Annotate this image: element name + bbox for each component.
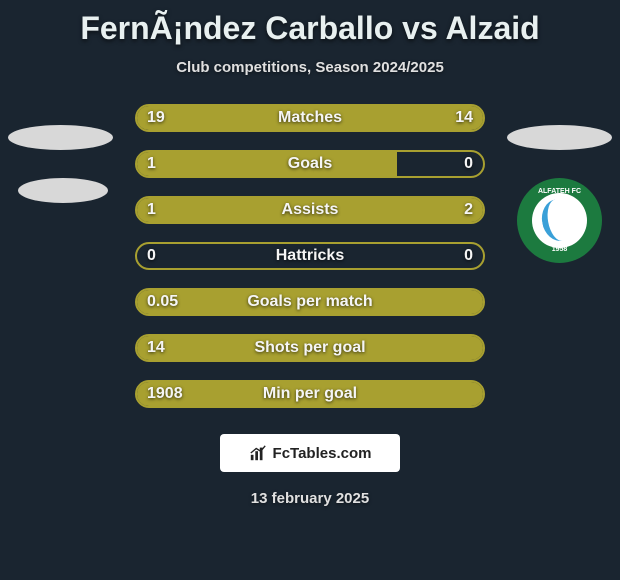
stat-row: 0.05Goals per match [135, 288, 485, 316]
crest-swoosh-icon [539, 196, 580, 243]
page-subtitle: Club competitions, Season 2024/2025 [176, 59, 444, 76]
comparison-container: FernÃ¡ndez Carballo vs Alzaid Club compe… [0, 0, 620, 580]
stat-bar [135, 196, 485, 224]
stat-bar [135, 288, 485, 316]
stat-bar [135, 150, 485, 178]
stat-bar-left [137, 382, 483, 406]
stat-bar-left [137, 198, 252, 222]
chart-icon [249, 444, 267, 462]
page-title: FernÃ¡ndez Carballo vs Alzaid [80, 10, 539, 47]
player-left-ellipse-1 [8, 125, 113, 150]
player-left-ellipse-2 [18, 178, 108, 203]
stat-bar [135, 242, 485, 270]
stat-bar-left [137, 290, 483, 314]
stat-row: 1Goals0 [135, 150, 485, 178]
crest-inner [532, 193, 587, 248]
stat-bar [135, 104, 485, 132]
club-crest: ALFATEH FC 1958 [517, 178, 602, 263]
site-badge: FcTables.com [220, 434, 400, 472]
stat-bar-left [137, 152, 397, 176]
stat-row: 1908Min per goal [135, 380, 485, 408]
stat-row: 19Matches14 [135, 104, 485, 132]
stat-bar [135, 380, 485, 408]
player-right-ellipse-1 [507, 125, 612, 150]
stat-bar-right [252, 198, 483, 222]
footer-date: 13 february 2025 [251, 490, 369, 507]
crest-bottom-text: 1958 [517, 246, 602, 253]
stat-bar-right [336, 106, 483, 130]
stat-row: 14Shots per goal [135, 334, 485, 362]
stat-bar-left [137, 106, 336, 130]
stat-bar-left [137, 336, 483, 360]
stat-row: 1Assists2 [135, 196, 485, 224]
stat-bar [135, 334, 485, 362]
stats-area: 19Matches14 1Goals0 1Assists2 0Hattricks0 0.… [135, 104, 485, 426]
stat-row: 0Hattricks0 [135, 242, 485, 270]
site-badge-text: FcTables.com [273, 445, 372, 462]
